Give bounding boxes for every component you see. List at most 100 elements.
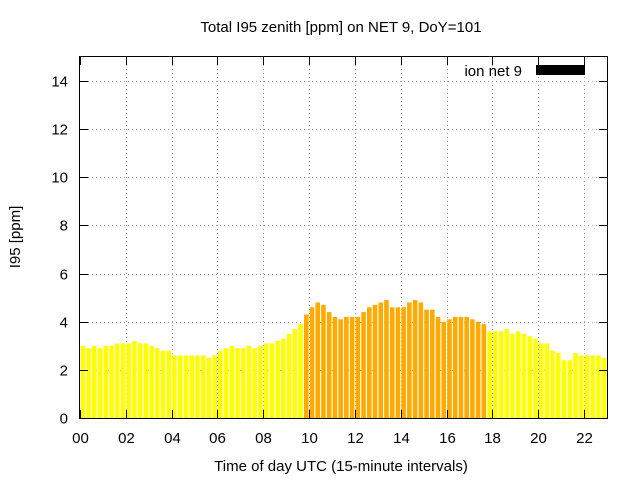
bar: [177, 355, 183, 418]
x-tick-label: 12: [347, 430, 364, 447]
bar: [424, 309, 429, 418]
bar: [97, 348, 103, 418]
bar: [149, 345, 154, 418]
bar: [132, 340, 137, 418]
bar: [86, 348, 91, 418]
bar: [538, 343, 544, 418]
bar: [355, 316, 361, 418]
x-tick-label: 08: [255, 430, 272, 447]
bar: [275, 340, 280, 418]
bar: [206, 357, 212, 418]
bar: [183, 355, 189, 418]
x-tick-label: 16: [439, 430, 456, 447]
bar: [395, 307, 401, 418]
x-tick-label: 14: [393, 430, 410, 447]
y-tick-label: 12: [51, 122, 68, 139]
bar: [430, 309, 435, 418]
bar: [218, 350, 223, 418]
bar: [521, 333, 527, 418]
bar: [452, 316, 458, 418]
bar: [166, 350, 172, 418]
bar: [258, 345, 263, 418]
bar: [263, 343, 269, 418]
bar: [515, 331, 521, 418]
bar: [338, 319, 343, 418]
bar: [229, 345, 235, 418]
bar: [246, 345, 252, 418]
bar: [435, 316, 441, 418]
bar: [533, 338, 538, 418]
bar: [361, 312, 366, 418]
bar: [315, 302, 321, 418]
bar: [447, 319, 452, 418]
bar: [189, 355, 194, 418]
chart-title: Total I95 zenith [ppm] on NET 9, DoY=101: [200, 19, 481, 36]
bar: [510, 333, 515, 418]
bar: [303, 314, 309, 418]
legend-swatch: [536, 65, 585, 75]
bar: [349, 316, 355, 418]
bar: [281, 338, 286, 418]
bar: [155, 348, 160, 418]
x-tick-label: 00: [72, 430, 89, 447]
bar: [578, 355, 584, 418]
y-tick-label: 4: [60, 315, 68, 332]
y-tick-label: 2: [60, 363, 68, 380]
y-axis-label: I95 [ppm]: [7, 206, 24, 269]
bar: [470, 319, 475, 418]
bar: [126, 343, 131, 418]
bar: [160, 350, 166, 418]
bar: [366, 307, 372, 418]
x-tick-label: 18: [484, 430, 501, 447]
y-tick-label: 6: [60, 267, 68, 284]
bar: [401, 307, 406, 418]
bar: [292, 328, 298, 418]
legend-label: ion net 9: [464, 63, 522, 80]
bar: [372, 304, 378, 418]
bar: [544, 343, 550, 418]
bar: [481, 324, 487, 418]
bar: [601, 357, 607, 418]
bar: [527, 336, 532, 418]
bar: [103, 345, 109, 418]
bar: [321, 304, 326, 418]
bar: [407, 302, 412, 418]
bar: [212, 355, 217, 418]
bar: [137, 343, 143, 418]
bar: [378, 302, 384, 418]
bar: [584, 355, 590, 418]
bar: [561, 360, 567, 418]
x-tick-label: 04: [164, 430, 181, 447]
x-tick-label: 02: [118, 430, 135, 447]
y-tick-label: 10: [51, 170, 68, 187]
bar: [114, 343, 120, 418]
bar: [172, 355, 177, 418]
bar: [240, 348, 246, 418]
x-tick-label: 10: [301, 430, 318, 447]
bar: [332, 316, 338, 418]
bar: [441, 321, 447, 418]
bar: [223, 348, 229, 418]
bar: [309, 307, 315, 418]
legend: ion net 9: [464, 63, 585, 80]
bar: [418, 302, 424, 418]
bar-series: [80, 300, 607, 418]
x-axis-label: Time of day UTC (15-minute intervals): [214, 458, 468, 475]
plot-frame: [79, 56, 608, 419]
bar: [344, 316, 349, 418]
bar: [412, 300, 418, 418]
bar: [92, 345, 97, 418]
bar: [195, 355, 200, 418]
bar: [487, 331, 492, 418]
bar: [498, 331, 504, 418]
bar: [109, 345, 114, 418]
bar: [298, 324, 303, 418]
bar: [504, 328, 510, 418]
x-tick-label: 06: [209, 430, 226, 447]
bar: [475, 321, 481, 418]
bar: [143, 343, 149, 418]
bar: [286, 333, 292, 418]
